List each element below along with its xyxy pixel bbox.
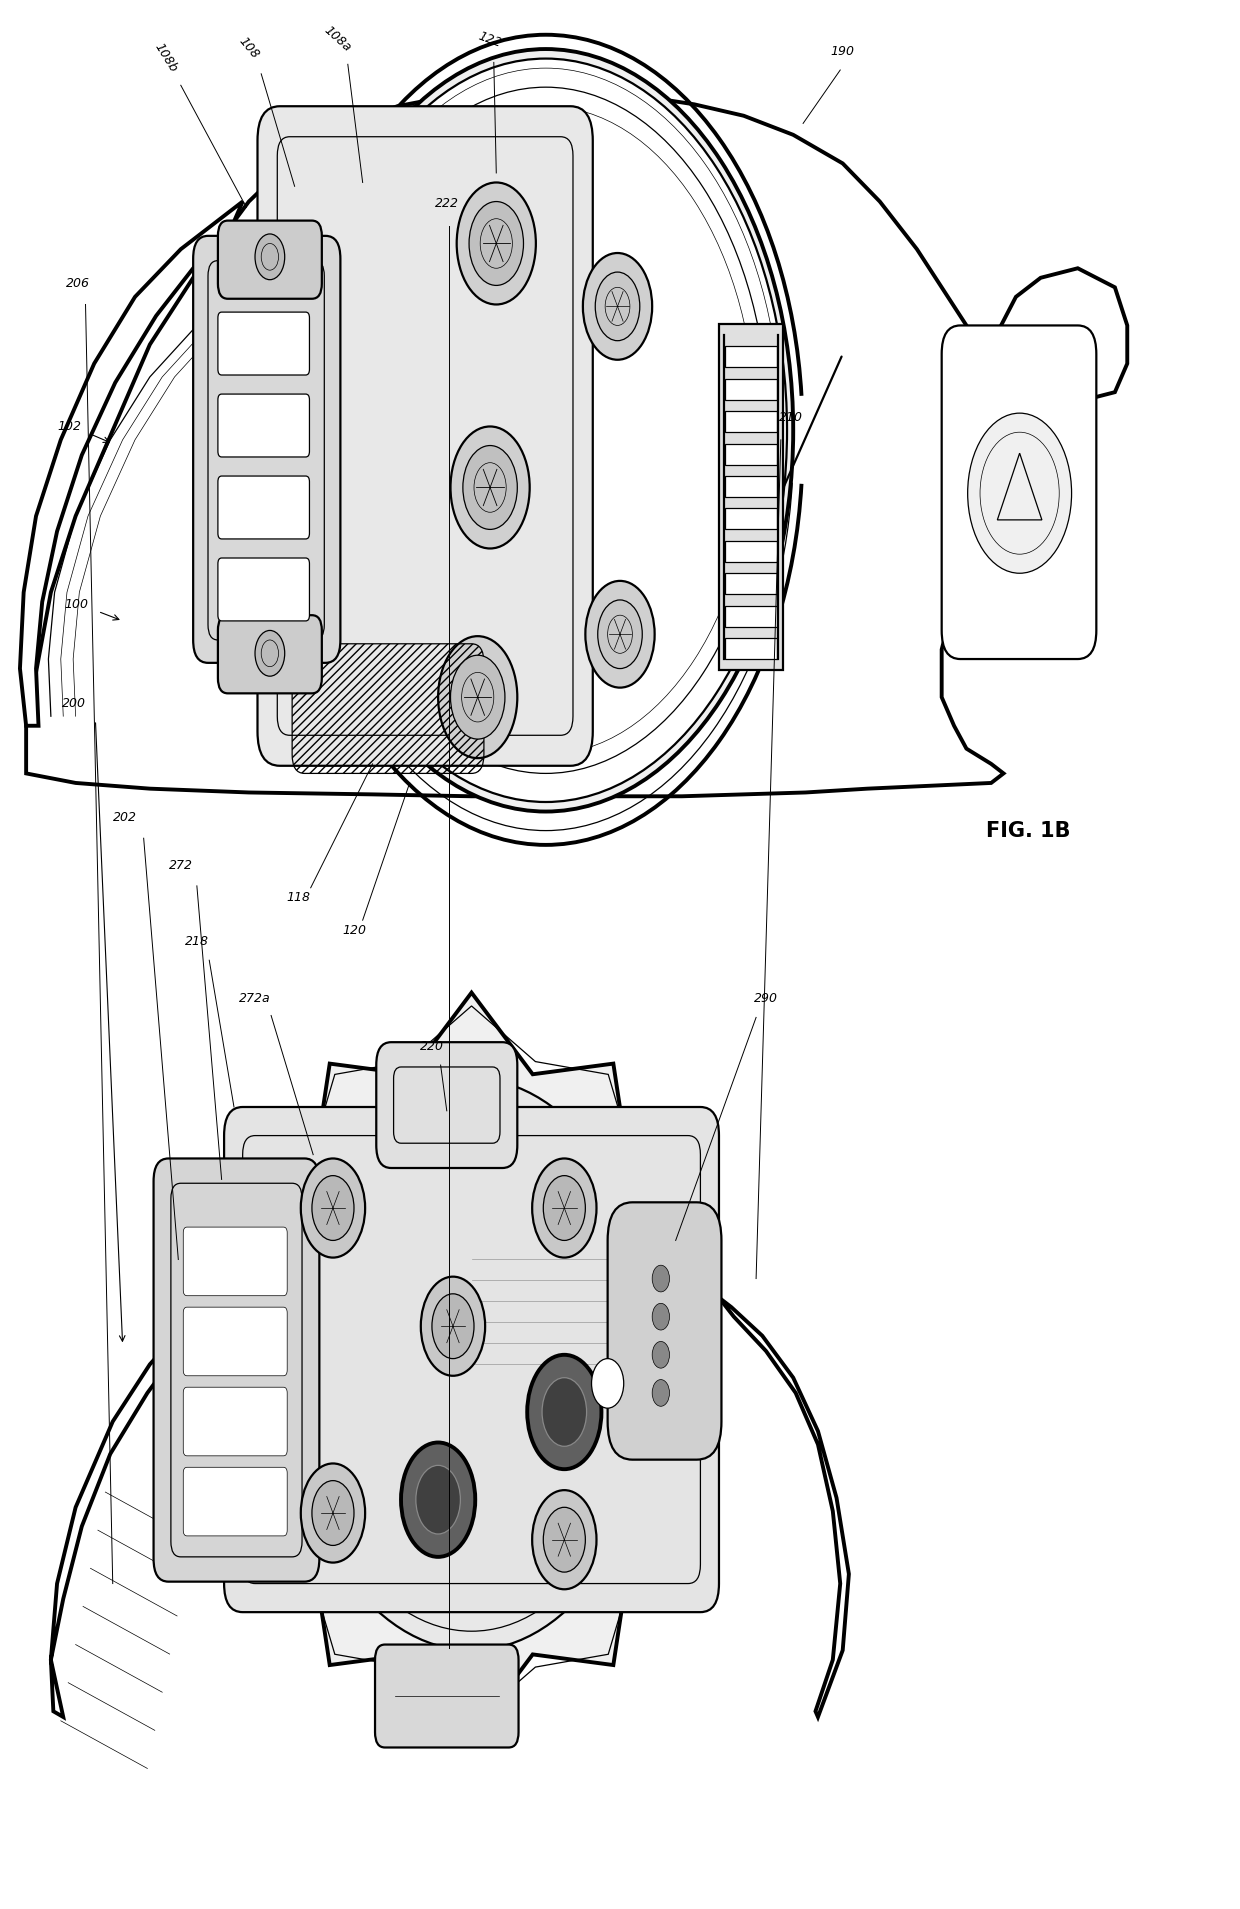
Bar xyxy=(725,475,777,496)
Circle shape xyxy=(450,426,529,548)
Bar xyxy=(725,638,777,659)
Circle shape xyxy=(652,1266,670,1292)
Text: 122: 122 xyxy=(476,31,503,50)
FancyBboxPatch shape xyxy=(258,107,593,766)
Polygon shape xyxy=(719,1298,849,1716)
Circle shape xyxy=(585,580,655,687)
Circle shape xyxy=(438,636,517,758)
Circle shape xyxy=(652,1304,670,1331)
FancyBboxPatch shape xyxy=(608,1203,722,1460)
Text: 102: 102 xyxy=(58,420,82,433)
Circle shape xyxy=(401,1443,475,1558)
Polygon shape xyxy=(719,323,784,670)
Text: 272a: 272a xyxy=(239,993,270,1006)
FancyBboxPatch shape xyxy=(374,1644,518,1747)
Text: 118: 118 xyxy=(286,892,310,905)
Polygon shape xyxy=(242,993,701,1735)
FancyBboxPatch shape xyxy=(193,237,341,662)
Text: 202: 202 xyxy=(113,811,138,825)
FancyBboxPatch shape xyxy=(941,325,1096,659)
Text: 206: 206 xyxy=(66,277,91,290)
FancyBboxPatch shape xyxy=(218,393,310,456)
Text: 222: 222 xyxy=(435,197,459,210)
Circle shape xyxy=(532,1491,596,1590)
FancyBboxPatch shape xyxy=(154,1159,320,1583)
Text: 108b: 108b xyxy=(153,40,180,74)
Circle shape xyxy=(301,1159,365,1258)
Bar xyxy=(725,346,777,367)
Circle shape xyxy=(967,412,1071,573)
Text: FIG. 1B: FIG. 1B xyxy=(986,821,1070,840)
Circle shape xyxy=(456,183,536,304)
FancyBboxPatch shape xyxy=(218,615,322,693)
Bar xyxy=(725,443,777,464)
Text: 272: 272 xyxy=(169,859,192,872)
FancyBboxPatch shape xyxy=(224,1107,719,1611)
Circle shape xyxy=(543,1176,585,1241)
Text: 290: 290 xyxy=(754,993,777,1006)
Circle shape xyxy=(432,1294,474,1359)
Text: 210: 210 xyxy=(779,410,802,424)
FancyBboxPatch shape xyxy=(184,1308,288,1376)
Circle shape xyxy=(542,1378,587,1447)
Bar xyxy=(725,605,777,626)
Circle shape xyxy=(469,202,523,286)
Circle shape xyxy=(652,1380,670,1407)
Text: 100: 100 xyxy=(64,598,88,611)
Text: 218: 218 xyxy=(185,935,208,949)
Text: 190: 190 xyxy=(831,44,854,57)
Polygon shape xyxy=(20,202,243,725)
Circle shape xyxy=(532,1159,596,1258)
Circle shape xyxy=(415,1466,460,1535)
Circle shape xyxy=(299,50,794,811)
Bar xyxy=(725,378,777,399)
Circle shape xyxy=(255,630,285,676)
FancyBboxPatch shape xyxy=(184,1468,288,1537)
Bar xyxy=(725,508,777,529)
Circle shape xyxy=(543,1508,585,1573)
Circle shape xyxy=(286,1079,657,1649)
Polygon shape xyxy=(51,1279,243,1716)
Circle shape xyxy=(305,59,787,802)
Circle shape xyxy=(301,1464,365,1563)
FancyBboxPatch shape xyxy=(218,221,322,300)
Circle shape xyxy=(450,655,505,739)
Circle shape xyxy=(463,445,517,529)
FancyBboxPatch shape xyxy=(218,311,310,374)
Circle shape xyxy=(598,599,642,668)
FancyBboxPatch shape xyxy=(218,557,310,620)
FancyBboxPatch shape xyxy=(184,1388,288,1457)
Circle shape xyxy=(312,1176,353,1241)
Text: 108: 108 xyxy=(236,34,262,61)
Bar xyxy=(725,573,777,594)
Text: 220: 220 xyxy=(420,1040,444,1052)
Bar xyxy=(725,410,777,431)
Bar xyxy=(725,540,777,561)
FancyBboxPatch shape xyxy=(218,475,310,538)
Circle shape xyxy=(652,1342,670,1369)
Circle shape xyxy=(591,1359,624,1409)
Polygon shape xyxy=(26,94,1127,796)
Text: 108a: 108a xyxy=(322,23,353,53)
Circle shape xyxy=(583,254,652,359)
Text: 120: 120 xyxy=(342,924,366,937)
Circle shape xyxy=(595,273,640,340)
Text: 200: 200 xyxy=(62,697,86,710)
FancyBboxPatch shape xyxy=(184,1227,288,1296)
Circle shape xyxy=(312,1481,353,1546)
Circle shape xyxy=(255,235,285,281)
Circle shape xyxy=(420,1277,485,1376)
FancyBboxPatch shape xyxy=(376,1042,517,1168)
Circle shape xyxy=(527,1355,601,1470)
